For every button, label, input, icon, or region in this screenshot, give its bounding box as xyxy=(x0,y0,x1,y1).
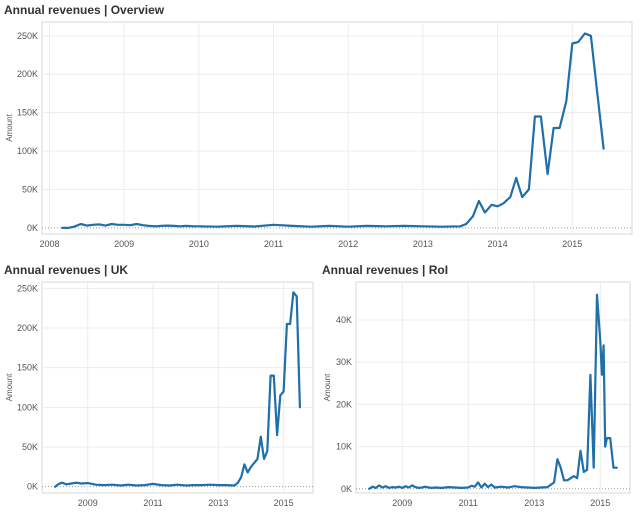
series-line xyxy=(53,291,301,488)
x-tick-label: 2009 xyxy=(78,498,98,508)
chart-panel-overview: Annual revenues | Overview 0K 50K 100K 150K… xyxy=(0,0,640,255)
chart-roi: 0K 10K 20K 30K 40K 2009 2011 2013 2015 Amount xyxy=(323,281,631,508)
y-tick-label: 20K xyxy=(336,399,352,409)
chart-panel-roi: Annual revenues | RoI 0K 10K 20K 30K 40K 2009… xyxy=(318,260,640,513)
y-tick-label: 250K xyxy=(17,31,38,41)
x-tick-label: 2013 xyxy=(413,239,433,249)
y-tick-label: 30K xyxy=(336,357,352,367)
y-tick-label: 250K xyxy=(17,283,38,293)
y-tick-label: 200K xyxy=(17,69,38,79)
x-tick-label: 2014 xyxy=(488,239,508,249)
x-tick-label: 2011 xyxy=(143,498,162,508)
x-tick-label: 2009 xyxy=(392,498,412,508)
x-tick-label: 2011 xyxy=(459,498,478,508)
plot-frame xyxy=(41,281,314,494)
series-line xyxy=(61,32,605,229)
y-tick-label: 40K xyxy=(336,315,352,325)
y-axis-label: Amount xyxy=(5,373,14,401)
x-tick-label: 2009 xyxy=(114,239,134,249)
y-axis-label: Amount xyxy=(323,373,332,401)
x-tick-label: 2010 xyxy=(189,239,209,249)
chart-title: Annual revenues | UK xyxy=(4,263,129,277)
y-tick-label: 0K xyxy=(27,482,38,492)
x-tick-label: 2012 xyxy=(338,239,358,249)
y-tick-label: 100K xyxy=(17,402,38,412)
x-tick-label: 2015 xyxy=(274,498,294,508)
y-tick-label: 100K xyxy=(17,146,38,156)
chart-overview: 0K 50K 100K 150K 200K 250K 2008 2009 2010 2011 201… xyxy=(5,21,633,249)
chart-title: Annual revenues | RoI xyxy=(322,263,449,277)
y-tick-label: 150K xyxy=(17,108,38,118)
y-tick-label: 200K xyxy=(17,323,38,333)
x-tick-label: 2013 xyxy=(208,498,228,508)
chart-uk: 0K 50K 100K 150K 200K 250K 2009 2011 2013 2015 Amo… xyxy=(5,281,314,508)
y-tick-label: 50K xyxy=(22,442,38,452)
chart-panel-uk: Annual revenues | UK 0K 50K 100K 150K 200K 25… xyxy=(0,260,318,513)
x-tick-label: 2015 xyxy=(562,239,582,249)
y-axis-label: Amount xyxy=(5,113,14,141)
x-tick-label: 2013 xyxy=(524,498,544,508)
x-tick-label: 2011 xyxy=(264,239,283,249)
x-tick-label: 2015 xyxy=(590,498,610,508)
series-line xyxy=(368,293,618,490)
y-tick-label: 10K xyxy=(336,442,352,452)
y-tick-label: 0K xyxy=(27,223,38,233)
plot-frame xyxy=(355,281,631,494)
x-tick-label: 2008 xyxy=(39,239,59,249)
plot-frame xyxy=(41,21,633,235)
y-tick-label: 50K xyxy=(22,184,38,194)
y-tick-label: 150K xyxy=(17,363,38,373)
chart-title: Annual revenues | Overview xyxy=(4,3,165,17)
y-tick-label: 0K xyxy=(341,484,352,494)
